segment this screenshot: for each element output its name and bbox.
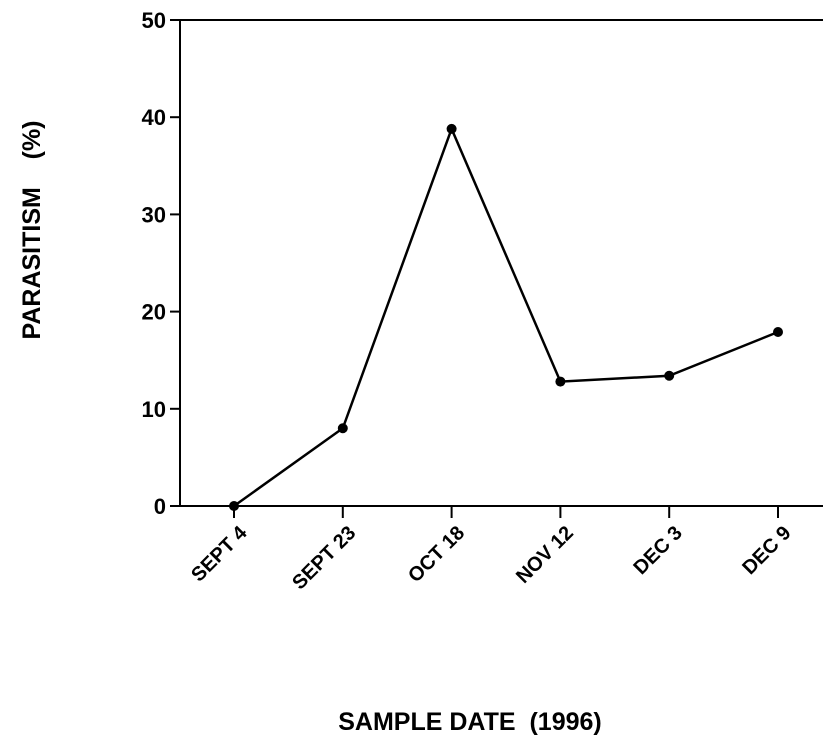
y-tick-label: 40 [142, 105, 166, 130]
x-tick-label: DEC 9 [738, 522, 795, 579]
data-point [773, 327, 783, 338]
x-tick-label: DEC 3 [630, 522, 687, 579]
y-tick-label: 10 [142, 397, 166, 422]
data-point [555, 376, 566, 387]
x-tick-label: SEPT 4 [187, 521, 252, 586]
x-tick-label: SEPT 23 [288, 522, 360, 594]
x-tick-label: OCT 18 [404, 522, 469, 587]
y-tick-label: 30 [142, 202, 166, 227]
y-tick-label: 0 [154, 494, 166, 519]
data-point [337, 423, 348, 434]
data-point [229, 501, 239, 511]
x-tick-label: NOV 12 [512, 522, 578, 588]
y-tick-label: 20 [142, 300, 166, 325]
series-line [233, 125, 779, 508]
data-point [446, 123, 457, 134]
y-axis-title: PARASITISM (%) [18, 121, 46, 340]
y-tick-label: 50 [142, 8, 166, 33]
x-axis-title: SAMPLE DATE (1996) [338, 708, 601, 736]
data-point [664, 370, 675, 381]
